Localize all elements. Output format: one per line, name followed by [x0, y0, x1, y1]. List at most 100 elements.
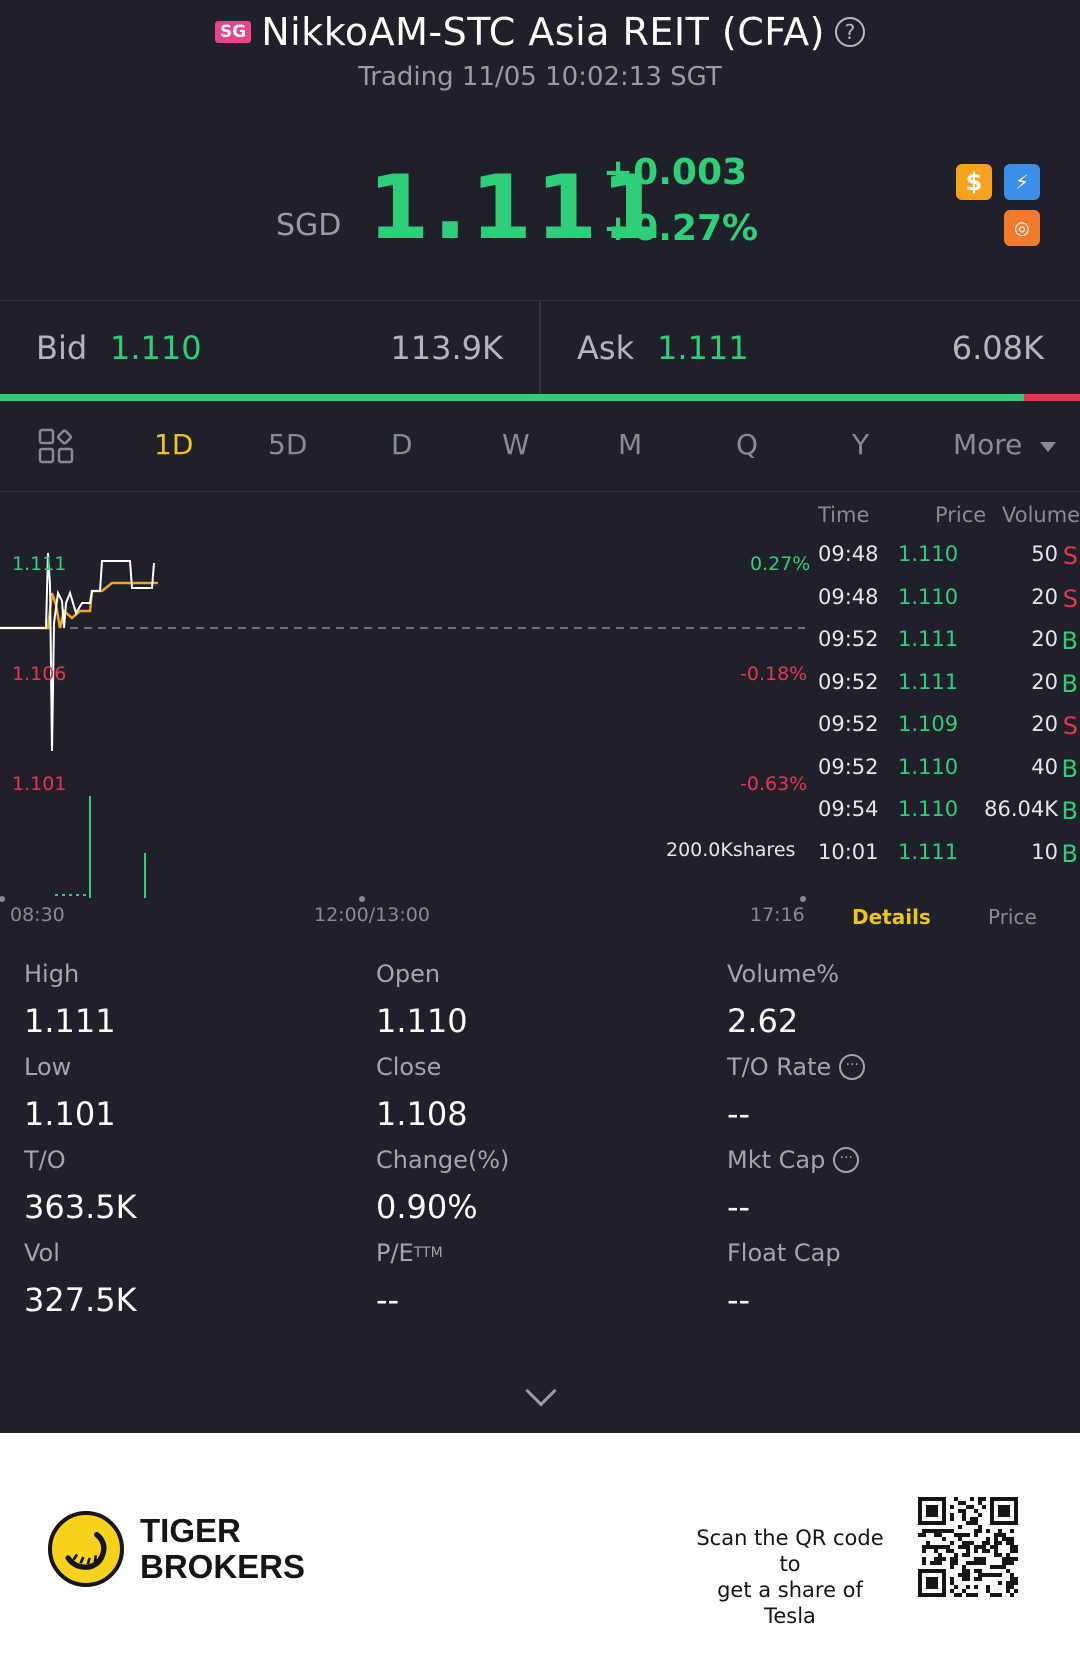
tiger-logo-icon: [48, 1511, 124, 1587]
more-info-icon[interactable]: ···: [833, 1147, 860, 1173]
stat-close: Close 1.108: [376, 1053, 706, 1133]
tab-q[interactable]: Q: [736, 428, 759, 461]
trade-side: S: [1062, 584, 1078, 613]
trade-price: 1.111: [898, 839, 959, 864]
trade-row: 09:52 1.109 20 S: [810, 712, 1080, 757]
tab-5d[interactable]: 5D: [268, 428, 308, 461]
y-axis-tick: 1.111: [12, 553, 67, 575]
stat-change: Change(%) 0.90%: [376, 1146, 706, 1226]
time-and-sales[interactable]: Time Price Volume 09:48 1.110 50 S 09:48 1.11…: [810, 493, 1080, 913]
stat-value: --: [727, 1095, 751, 1133]
promo-footer: TIGER BROKERS Scan the QR code to get a …: [0, 1433, 1080, 1662]
trade-time: 09:52: [818, 627, 879, 651]
axis-dot: [0, 896, 5, 902]
expand-chevron-icon[interactable]: [525, 1375, 557, 1407]
ask-label: Ask: [577, 329, 635, 367]
dollar-icon[interactable]: $: [956, 164, 992, 200]
trade-side: B: [1061, 754, 1078, 783]
bid-price: 1.110: [110, 329, 202, 367]
trade-side: B: [1061, 669, 1078, 698]
stat-label: Low: [24, 1053, 72, 1081]
more-info-icon[interactable]: ···: [839, 1054, 866, 1080]
trade-price: 1.110: [898, 754, 959, 779]
trade-side: S: [1062, 712, 1078, 740]
price-header: Price: [935, 503, 987, 527]
trade-time: 09:48: [818, 584, 879, 609]
trade-row: 10:01 1.111 10 B: [810, 840, 1080, 885]
tab-m[interactable]: M: [618, 428, 643, 461]
ask-price: 1.111: [657, 329, 749, 367]
layout-grid-icon[interactable]: [38, 428, 74, 464]
trade-row: 09:52 1.111 20 B: [810, 627, 1080, 672]
stat-label-sup: TTM: [413, 1245, 443, 1261]
brand-name: TIGER BROKERS: [140, 1513, 305, 1585]
intraday-chart[interactable]: 1.111 1.106 1.101 0.27% -0.18% -0.63% 20…: [0, 493, 810, 903]
chevron-down-icon[interactable]: [1040, 442, 1056, 452]
trade-price: 1.110: [898, 584, 959, 609]
chart-canvas: [0, 552, 806, 902]
help-icon[interactable]: ?: [834, 17, 865, 47]
stat-value: --: [727, 1188, 751, 1226]
scan-line2: get a share of Tesla: [717, 1578, 863, 1628]
y-axis-pct-tick: -0.63%: [740, 773, 808, 795]
trade-row: 09:48 1.110 20 S: [810, 585, 1080, 630]
bid-section: Bid 1.110 113.9K: [0, 301, 541, 394]
stat-volume-pct: Volume% 2.62: [727, 960, 1057, 1040]
axis-dot: [359, 896, 365, 902]
time-header: Time: [818, 503, 870, 527]
bid-ask-panel: Bid 1.110 113.9K Ask 1.111 6.08K: [0, 300, 1080, 394]
trade-volume: 20: [1031, 712, 1058, 736]
title-row: SG NikkoAM-STC Asia REIT (CFA) ?: [0, 10, 1080, 54]
stat-label: Vol: [24, 1239, 60, 1267]
trade-side: B: [1061, 797, 1078, 825]
trade-row: 09:52 1.111 20 B: [810, 670, 1080, 715]
bid-size: 113.9K: [390, 329, 503, 367]
brand-line1: TIGER: [140, 1512, 241, 1549]
trade-time: 09:48: [818, 542, 879, 566]
trade-volume: 40: [1031, 754, 1058, 779]
tab-w[interactable]: W: [502, 428, 530, 461]
tab-details[interactable]: Details: [852, 905, 931, 929]
average-price-line: [0, 581, 158, 630]
x-axis-tick: 17:16: [750, 904, 805, 926]
stat-value: --: [376, 1281, 400, 1319]
volume-header: Volume: [1002, 503, 1080, 527]
period-tabs: 1D 5D D W M Q Y More: [0, 402, 1080, 492]
y-axis-tick: 1.106: [12, 663, 67, 685]
ask-ratio: [1023, 394, 1080, 401]
trade-price: 1.110: [898, 797, 959, 821]
tab-more[interactable]: More: [953, 428, 1023, 461]
stat-vol: Vol 327.5K: [24, 1239, 354, 1319]
tab-price[interactable]: Price: [988, 905, 1037, 929]
y-axis-pct-tick: -0.18%: [740, 663, 808, 685]
qr-code-icon[interactable]: [918, 1497, 1018, 1597]
tab-1d[interactable]: 1D: [154, 428, 194, 461]
stat-low: Low 1.101: [24, 1053, 354, 1133]
stat-value: 1.110: [376, 1002, 468, 1040]
trade-time: 10:01: [818, 839, 879, 864]
flash-icon[interactable]: ⚡: [1004, 164, 1040, 200]
bid-label: Bid: [36, 329, 88, 367]
trade-price: 1.110: [898, 542, 959, 566]
trade-price: 1.111: [898, 669, 959, 694]
tab-d[interactable]: D: [391, 428, 413, 461]
page-title: NikkoAM-STC Asia REIT (CFA): [261, 10, 825, 54]
ask-section: Ask 1.111 6.08K: [541, 301, 1080, 394]
stat-label: Close: [376, 1053, 442, 1081]
tab-y[interactable]: Y: [852, 428, 870, 461]
lending-icon[interactable]: ◎: [1004, 210, 1040, 246]
stat-float-cap: Float Cap --: [727, 1239, 1057, 1319]
trade-row: 09:48 1.110 50 S: [810, 542, 1080, 587]
trade-time: 09:52: [818, 712, 879, 736]
stat-pe: P/E TTM --: [376, 1239, 706, 1319]
stat-mkt-cap: Mkt Cap ··· --: [727, 1146, 1057, 1226]
quote-stats: High 1.111 Open 1.110 Volume% 2.62 Low 1…: [0, 950, 1080, 1319]
price-change-pct: +0.27%: [603, 208, 759, 249]
trade-volume: 20: [1031, 584, 1058, 609]
trade-time: 09:54: [818, 797, 879, 821]
last-price: 1.111: [368, 156, 667, 259]
stat-value: 0.90%: [376, 1188, 478, 1226]
stat-value: 1.108: [376, 1095, 468, 1133]
scan-line1: Scan the QR code to: [696, 1526, 884, 1576]
trade-time: 09:52: [818, 754, 879, 779]
